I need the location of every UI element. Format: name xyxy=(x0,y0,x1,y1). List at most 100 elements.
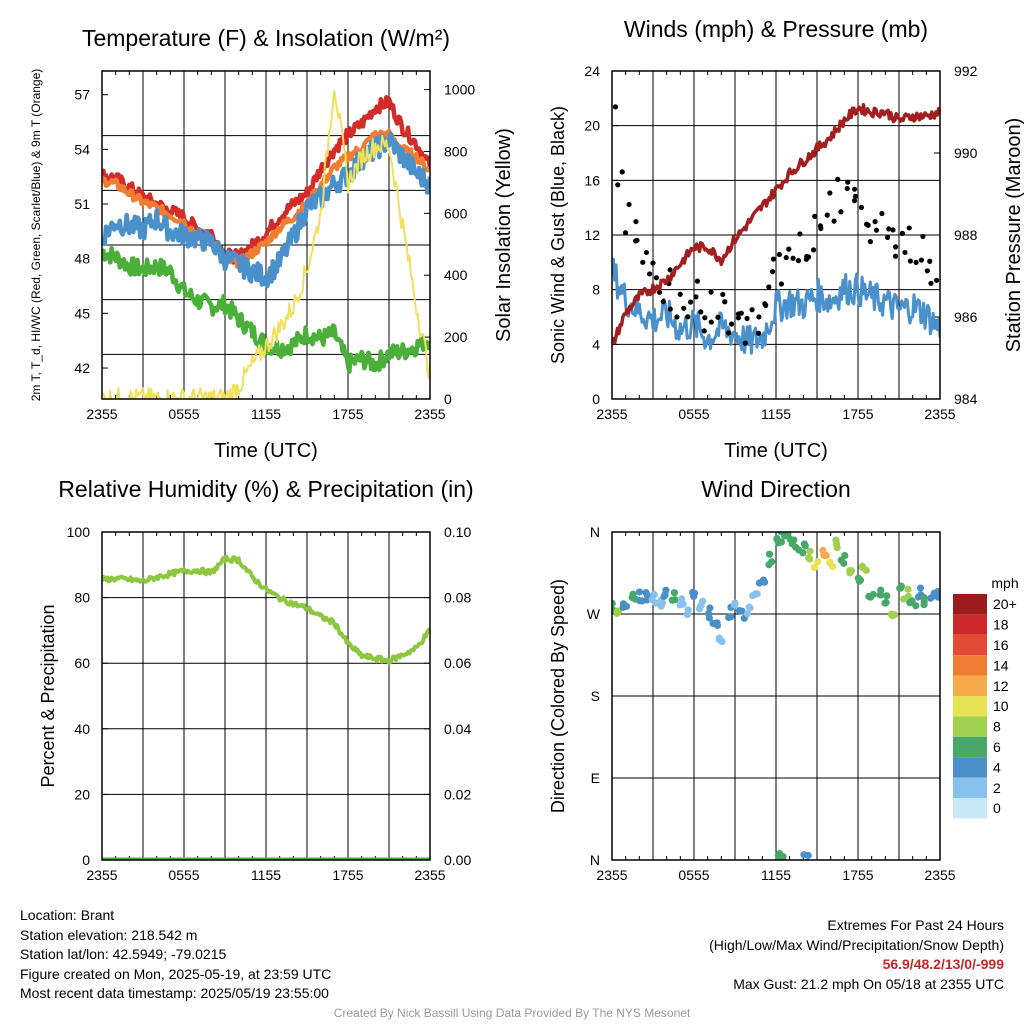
gust-point xyxy=(899,230,906,236)
gust-point xyxy=(660,299,666,305)
direction-point xyxy=(858,562,867,570)
direction-point xyxy=(810,563,818,572)
legend-swatch xyxy=(953,716,987,737)
x-tick-label: 1755 xyxy=(332,406,363,422)
y-right-tick-label: 984 xyxy=(954,391,978,407)
direction-point xyxy=(777,538,785,546)
direction-point xyxy=(888,612,897,620)
gust-point xyxy=(886,226,892,232)
gust-point xyxy=(681,305,687,311)
extremes-info: Extremes For Past 24 Hours (High/Low/Max… xyxy=(709,916,1004,994)
legend-swatch xyxy=(953,634,987,656)
gust-point xyxy=(643,249,650,256)
legend-label: 6 xyxy=(993,739,1001,755)
gust-point xyxy=(831,218,837,224)
series-line xyxy=(102,131,430,289)
legend-swatch xyxy=(953,675,987,696)
y-right-tick-label: 0.04 xyxy=(444,721,471,737)
y-tick-label: W xyxy=(587,606,601,622)
y-tick-label: 0 xyxy=(592,391,600,407)
direction-point xyxy=(800,851,808,859)
gust-point xyxy=(612,104,619,110)
gust-point xyxy=(810,247,817,253)
direction-point xyxy=(628,593,636,602)
legend-swatch xyxy=(953,736,987,758)
y-right-axis-label: Solar Insolation (Yellow) xyxy=(493,128,515,342)
gust-point xyxy=(738,310,744,316)
legend-swatch xyxy=(953,777,987,798)
gust-point xyxy=(835,176,841,182)
gust-point xyxy=(790,255,796,261)
x-tick-label: 0555 xyxy=(168,867,199,883)
gust-point xyxy=(685,314,691,320)
recent-timestamp: Most recent data timestamp: 2025/05/19 2… xyxy=(20,985,329,1001)
x-tick-label: 2355 xyxy=(596,406,627,422)
direction-point xyxy=(749,591,757,600)
y-tick-label: N xyxy=(590,524,600,540)
gust-point xyxy=(872,219,878,225)
gust-point xyxy=(744,315,750,322)
gust-point xyxy=(634,237,640,243)
x-tick-label: 1755 xyxy=(842,867,873,883)
direction-point xyxy=(690,589,699,597)
gust-point xyxy=(890,227,896,233)
legend-swatch xyxy=(953,614,987,635)
y-tick-label: 45 xyxy=(74,305,90,321)
series-line xyxy=(612,102,940,345)
x-tick-label: 2355 xyxy=(86,406,117,422)
legend-label: 10 xyxy=(993,698,1009,714)
direction-point xyxy=(841,551,849,560)
gust-point xyxy=(612,101,613,103)
y-axis-label: Direction (Colored By Speed) xyxy=(548,579,568,813)
y-right-tick-label: 600 xyxy=(444,205,468,221)
gust-point xyxy=(742,340,748,346)
direction-point xyxy=(697,602,705,610)
gust-point xyxy=(933,277,940,283)
extremes-subtitle: (High/Low/Max Wind/Precipitation/Snow De… xyxy=(709,936,1004,953)
gust-point xyxy=(646,271,653,277)
plot-area xyxy=(612,101,940,355)
direction-point xyxy=(826,559,834,567)
gust-point xyxy=(667,306,673,312)
plot-area xyxy=(102,554,430,860)
y-tick-label: 42 xyxy=(74,360,90,376)
legend-label: 18 xyxy=(993,617,1009,633)
y-tick-label: 80 xyxy=(74,590,90,606)
gust-point xyxy=(927,258,933,264)
x-tick-label: 1155 xyxy=(251,406,281,422)
gust-point xyxy=(633,218,639,225)
plot-frame xyxy=(101,70,431,400)
direction-point xyxy=(900,595,908,603)
y-tick-label: 57 xyxy=(74,87,90,103)
gust-point xyxy=(667,267,673,273)
x-tick-label: 1755 xyxy=(332,867,363,883)
direction-point xyxy=(814,558,822,566)
direction-point xyxy=(881,599,889,607)
direction-point xyxy=(738,607,746,615)
gust-point xyxy=(902,249,908,256)
gust-point xyxy=(778,281,784,287)
gust-point xyxy=(879,210,885,217)
chart-title: Relative Humidity (%) & Precipitation (i… xyxy=(58,476,473,502)
legend-label: 16 xyxy=(993,637,1009,653)
x-tick-label: 1155 xyxy=(761,406,791,422)
direction-point xyxy=(731,599,739,607)
chart-title: Temperature (F) & Insolation (W/m²) xyxy=(82,25,450,51)
direction-point xyxy=(806,547,814,555)
gust-point xyxy=(735,315,742,321)
gust-point xyxy=(656,289,663,295)
x-tick-label: 1755 xyxy=(842,406,873,422)
gust-point xyxy=(824,212,830,218)
gust-point xyxy=(640,259,646,265)
y-tick-label: 40 xyxy=(74,721,90,737)
gust-point xyxy=(906,225,912,231)
y-tick-label: 54 xyxy=(74,141,90,157)
y-right-tick-label: 0.06 xyxy=(444,655,471,671)
gust-point xyxy=(797,231,803,237)
gust-point xyxy=(701,328,707,334)
direction-point xyxy=(938,591,940,599)
chart-panel-1: Temperature (F) & Insolation (W/m²)2355 0… xyxy=(29,25,515,462)
y-right-tick-label: 988 xyxy=(954,227,978,243)
direction-point xyxy=(684,606,692,614)
